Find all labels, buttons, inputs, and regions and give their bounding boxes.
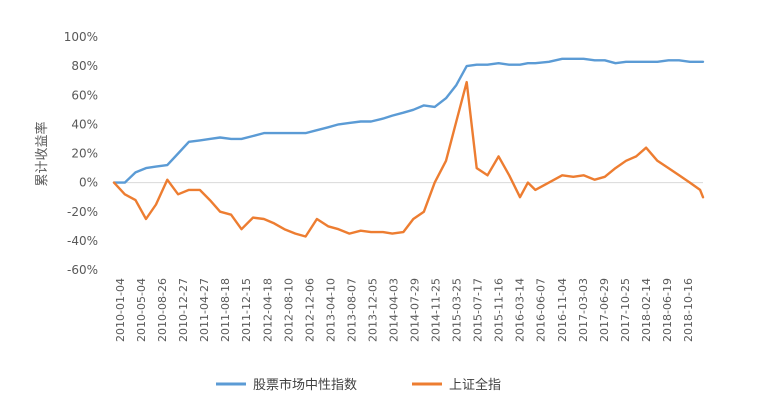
x-tick-label: 2017-06-29 xyxy=(598,278,611,342)
y-tick-label: -20% xyxy=(67,205,98,219)
series-line-1 xyxy=(112,57,705,184)
x-tick-label: 2018-10-16 xyxy=(682,278,695,342)
x-tick-label: 2010-08-26 xyxy=(156,278,169,342)
x-tick-label: 2011-12-15 xyxy=(240,278,253,342)
x-tick-label: 2012-04-18 xyxy=(261,278,274,342)
series-lines xyxy=(112,57,705,238)
y-tick-label: -40% xyxy=(67,234,98,248)
x-tick-label: 2014-04-03 xyxy=(387,278,400,342)
x-tick-label: 2010-05-04 xyxy=(135,278,148,342)
y-tick-label: 0% xyxy=(79,176,98,190)
x-tick-label: 2015-07-17 xyxy=(472,278,485,342)
y-tick-label: 20% xyxy=(71,147,98,161)
y-tick-label: 40% xyxy=(71,117,98,131)
y-tick-label: 100% xyxy=(64,30,98,44)
legend-label-2: 上证全指 xyxy=(449,377,501,393)
x-tick-label: 2017-10-25 xyxy=(619,278,632,342)
x-tick-label: 2013-12-05 xyxy=(366,278,379,342)
y-tick-label: 80% xyxy=(71,59,98,73)
series-line-2 xyxy=(112,80,705,238)
x-tick-label: 2016-11-04 xyxy=(556,278,569,342)
x-tick-label: 2012-12-06 xyxy=(303,278,316,342)
x-tick-label: 2010-12-27 xyxy=(177,278,190,342)
x-tick-label: 2012-08-10 xyxy=(282,278,295,342)
y-axis-title: 累计收益率 xyxy=(34,121,50,186)
x-tick-label: 2013-08-07 xyxy=(345,278,358,342)
x-tick-label: 2016-03-14 xyxy=(514,278,527,342)
legend: 股票市场中性指数 上证全指 xyxy=(216,377,501,393)
x-tick-label: 2010-01-04 xyxy=(114,278,127,342)
x-tick-label: 2018-02-14 xyxy=(640,278,653,342)
x-tick-label: 2015-11-16 xyxy=(493,278,506,342)
y-tick-label: -60% xyxy=(67,263,98,277)
x-tick-label: 2014-11-25 xyxy=(430,278,443,342)
x-tick-label: 2011-08-18 xyxy=(219,278,232,342)
x-tick-label: 2018-06-19 xyxy=(661,278,674,342)
x-tick-label: 2017-03-03 xyxy=(577,278,590,342)
x-tick-label: 2015-03-25 xyxy=(451,278,464,342)
y-tick-label: 60% xyxy=(71,88,98,102)
x-tick-label: 2014-07-29 xyxy=(409,278,422,342)
y-axis-ticks: 100% 80% 60% 40% 20% 0% -20% -40% -60% xyxy=(64,30,98,277)
x-tick-label: 2016-06-07 xyxy=(535,278,548,342)
x-tick-label: 2011-04-27 xyxy=(198,278,211,342)
legend-label-1: 股票市场中性指数 xyxy=(253,377,357,393)
x-tick-label: 2013-04-10 xyxy=(324,278,337,342)
x-axis-ticks: 2010-01-04 2010-05-04 2010-08-26 2010-12-27… xyxy=(114,278,695,342)
